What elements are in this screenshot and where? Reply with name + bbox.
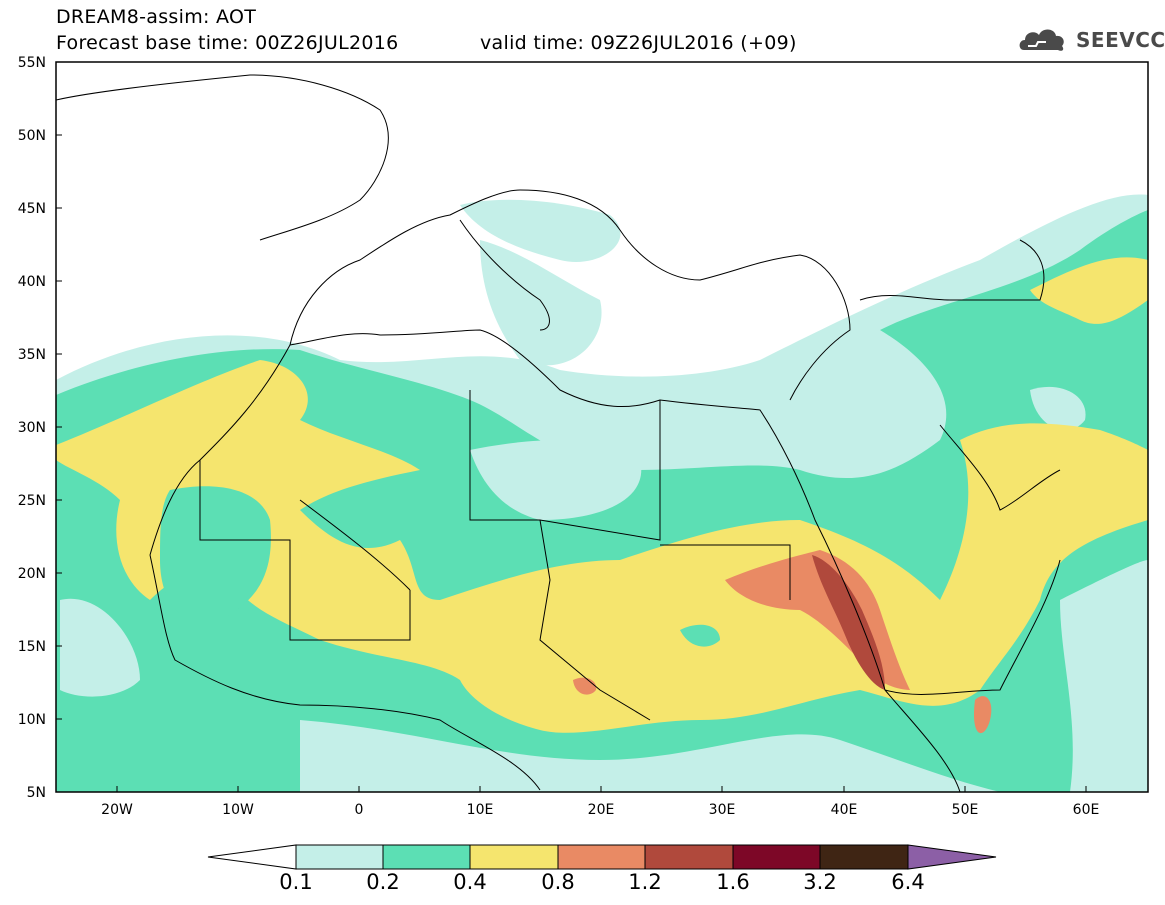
aot-contour-0.8-horn <box>973 696 992 734</box>
lat-label-20n: 20N <box>18 566 46 582</box>
lat-label-50n: 50N <box>18 128 46 144</box>
lat-labels: 55N 50N 45N 40N 35N 30N 25N 20N 15N 10N … <box>18 55 46 801</box>
chart-title: DREAM8-assim: AOT <box>56 6 257 28</box>
lon-label-30e: 30E <box>709 802 736 818</box>
colorbar-bin-2 <box>382 844 471 870</box>
colorbar-bin-6 <box>732 844 821 870</box>
lon-labels: 20W 10W 0 10E 20E 30E 40E 50E 60E <box>101 802 1099 818</box>
lon-label-50e: 50E <box>952 802 979 818</box>
lon-label-0: 0 <box>355 802 364 818</box>
aot-contour-0.4-caspian <box>1030 257 1148 324</box>
lat-label-15n: 15N <box>18 639 46 655</box>
colorbar <box>207 844 997 870</box>
aot-hole-sahara <box>470 440 642 520</box>
lat-label-45n: 45N <box>18 201 46 217</box>
colorbar-label: 3.2 <box>803 870 837 894</box>
lat-label-30n: 30N <box>18 420 46 436</box>
aot-hole-central <box>680 624 720 647</box>
logo-text: SEEVCCC <box>1076 28 1165 52</box>
colorbar-bin-7 <box>819 844 909 870</box>
coastlines <box>56 74 1061 792</box>
lat-label-55n: 55N <box>18 55 46 71</box>
colorbar-upper-arrow <box>907 844 997 870</box>
forecast-base-time: Forecast base time: 00Z26JUL2016 <box>56 32 399 54</box>
aot-field <box>56 62 1148 792</box>
lat-label-35n: 35N <box>18 347 46 363</box>
lon-ticks <box>116 786 1087 792</box>
aot-contour-1.2 <box>812 555 885 690</box>
colorbar-label: 0.8 <box>541 870 575 894</box>
colorbar-label: 1.6 <box>716 870 750 894</box>
lat-label-10n: 10N <box>18 712 46 728</box>
colorbar-label: 1.2 <box>628 870 662 894</box>
lat-label-5n: 5N <box>27 785 46 801</box>
colorbar-bin-4 <box>557 844 646 870</box>
aot-hole-iran <box>1030 386 1086 430</box>
aot-contour-0.1-adriatic <box>480 240 602 366</box>
colorbar-label: 0.4 <box>453 870 487 894</box>
aot-hole-west-africa <box>160 486 271 622</box>
cloud-icon <box>1019 29 1064 51</box>
lat-label-25n: 25N <box>18 493 46 509</box>
colorbar-label: 0.1 <box>279 870 313 894</box>
colorbar-label: 0.2 <box>366 870 400 894</box>
valid-time: valid time: 09Z26JUL2016 (+09) <box>480 32 797 54</box>
lat-ticks <box>56 61 62 793</box>
lat-label-40n: 40N <box>18 274 46 290</box>
lon-label-60e: 60E <box>1073 802 1100 818</box>
lon-label-20w: 20W <box>101 802 133 818</box>
colorbar-bin-3 <box>469 844 559 870</box>
aot-hole-arabian-sea <box>1060 560 1148 792</box>
lon-label-10w: 10W <box>222 802 254 818</box>
colorbar-lower-arrow <box>207 844 297 870</box>
colorbar-bin-5 <box>644 844 734 870</box>
aot-hole-atlantic <box>60 598 140 697</box>
colorbar-label: 6.4 <box>891 870 925 894</box>
lon-label-40e: 40E <box>831 802 858 818</box>
aot-contour-0.1-italy <box>460 199 621 262</box>
colorbar-bin-1 <box>295 844 384 870</box>
aot-hole-africa-south <box>300 720 1000 792</box>
lon-label-10e: 10E <box>467 802 494 818</box>
lon-label-20e: 20E <box>588 802 615 818</box>
